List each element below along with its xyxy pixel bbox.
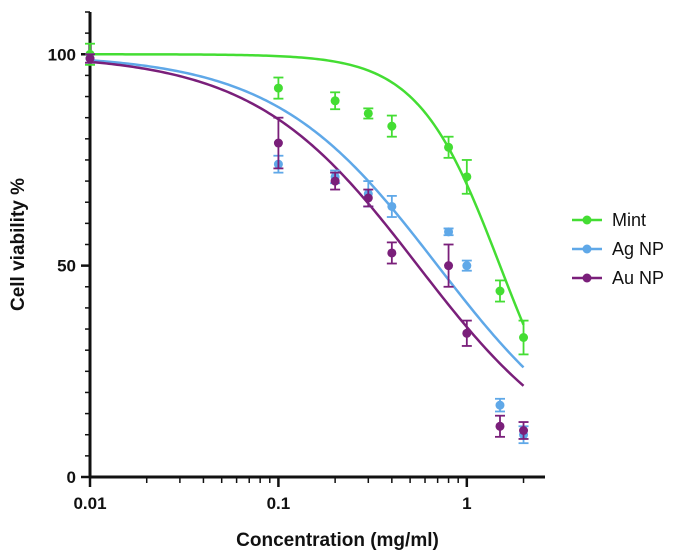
y-tick-label: 50 [57, 257, 76, 276]
data-point-mint [363, 108, 373, 118]
data-point-mint [519, 333, 529, 342]
data-point-au-np [387, 248, 397, 258]
fit-curves [89, 53, 525, 387]
data-point-au-np [495, 421, 505, 431]
y-tick-label: 0 [67, 468, 76, 487]
data-point-ag-np [387, 201, 397, 211]
x-axis-ticks: 0.01 0.1 1 [73, 477, 525, 513]
fit-curve-ag-np [89, 58, 525, 369]
legend-label-ag-np: Ag NP [612, 239, 664, 259]
data-point-au-np [444, 261, 454, 271]
fit-curve-mint [90, 53, 525, 326]
data-point-mint [387, 121, 397, 131]
x-axis-title: Concentration (mg/ml) [236, 530, 439, 551]
legend: Mint Ag NP Au NP [572, 210, 664, 288]
y-tick-label: 100 [48, 45, 76, 64]
data-point-au-np [85, 54, 95, 63]
data-point-au-np [519, 426, 529, 435]
x-tick-label: 1 [462, 494, 471, 513]
legend-label-mint: Mint [612, 210, 646, 230]
y-axis-ticks: 0 50 100 [48, 11, 90, 487]
data-point-mint [495, 286, 505, 296]
legend-label-au-np: Au NP [612, 268, 664, 288]
data-point-ag-np [444, 227, 454, 237]
data-point-au-np [462, 328, 472, 338]
data-point-mint [444, 142, 454, 152]
y-axis-title: Cell viability % [8, 178, 29, 311]
data-point-au-np [273, 138, 283, 148]
data-point-mint [273, 83, 283, 93]
data-point-ag-np [495, 400, 505, 410]
legend-marker-au-np [582, 273, 592, 283]
data-point-mint [330, 96, 340, 106]
legend-marker-mint [582, 215, 592, 225]
x-tick-label: 0.01 [73, 494, 106, 513]
data-point-au-np [363, 193, 373, 203]
data-point-mint [462, 172, 472, 182]
legend-marker-ag-np [582, 244, 592, 254]
data-point-au-np [330, 176, 340, 186]
data-point-ag-np [462, 261, 472, 271]
x-tick-label: 0.1 [267, 494, 291, 513]
data-points [85, 42, 529, 445]
fit-curve-au-np [89, 60, 525, 387]
